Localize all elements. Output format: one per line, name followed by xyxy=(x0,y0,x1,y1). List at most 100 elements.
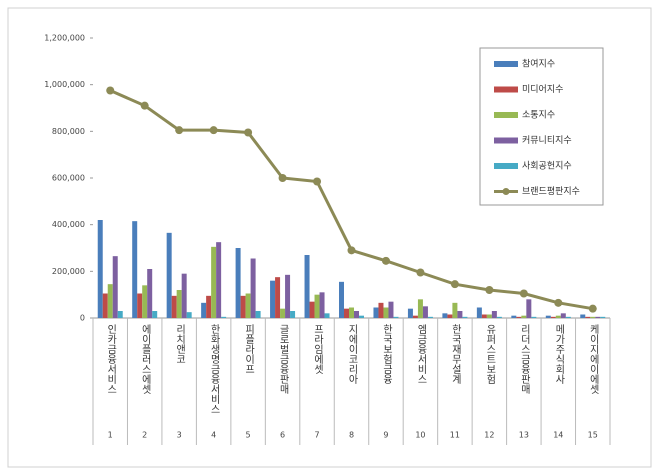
category-index: 4 xyxy=(211,431,216,440)
category-index: 15 xyxy=(588,431,598,440)
x-tick-label: 케이지에이에셋 xyxy=(587,324,599,394)
x-tick-label: 리더스금융판매 xyxy=(518,324,530,395)
bar xyxy=(516,316,522,318)
bar xyxy=(555,315,561,318)
category-index: 2 xyxy=(142,431,147,440)
bar xyxy=(349,307,354,318)
bar xyxy=(560,313,566,318)
bar xyxy=(359,315,364,318)
category-index: 11 xyxy=(450,431,460,440)
bar xyxy=(378,302,384,318)
bar xyxy=(373,307,379,318)
bar xyxy=(427,316,433,318)
bar xyxy=(166,232,172,318)
bar xyxy=(486,314,492,318)
category-index: 3 xyxy=(177,431,182,440)
bar xyxy=(147,269,153,318)
bar xyxy=(580,314,586,318)
bar xyxy=(422,306,428,318)
legend-box xyxy=(479,47,604,206)
bar xyxy=(97,220,103,318)
bar xyxy=(590,316,596,318)
bar xyxy=(339,281,344,318)
bar xyxy=(137,293,143,318)
bar xyxy=(600,316,606,318)
bar xyxy=(526,299,532,318)
legend-swatch xyxy=(494,163,518,169)
bar xyxy=(211,246,217,318)
bar xyxy=(304,255,310,318)
legend-swatch xyxy=(494,61,518,67)
bar xyxy=(595,316,601,318)
bar xyxy=(290,311,296,318)
bar xyxy=(412,315,418,318)
bar xyxy=(152,311,158,318)
bar xyxy=(221,316,227,318)
bar xyxy=(462,316,468,318)
bar xyxy=(275,277,281,318)
bar xyxy=(442,313,448,318)
line-marker xyxy=(588,304,597,313)
x-tick-label: 유퍼스트보험 xyxy=(484,324,496,384)
line-marker xyxy=(554,298,563,307)
bar xyxy=(452,302,458,318)
bar xyxy=(186,312,192,318)
x-tick-label: 피플라이프 xyxy=(243,324,255,374)
legend-label: 브랜드평판지수 xyxy=(522,186,580,197)
bar xyxy=(309,301,315,318)
y-tick-label: 200,000 xyxy=(52,267,85,276)
bar xyxy=(245,293,251,318)
bar xyxy=(285,274,291,318)
line-marker xyxy=(140,101,149,110)
category-index: 8 xyxy=(349,431,354,440)
category-index: 14 xyxy=(553,431,563,440)
bar xyxy=(531,316,537,318)
bar xyxy=(142,285,148,318)
category-index: 9 xyxy=(383,431,388,440)
x-tick-label: 에이플러스에셋 xyxy=(139,324,151,394)
bar xyxy=(550,316,556,318)
bar xyxy=(255,311,261,318)
x-tick-label: 한화생명금융서비스 xyxy=(208,324,220,414)
category-index: 5 xyxy=(246,431,251,440)
bar xyxy=(521,315,527,318)
y-tick-label: 800,000 xyxy=(52,127,85,136)
category-index: 12 xyxy=(484,431,494,440)
bar xyxy=(565,316,571,318)
x-tick-label: 엠금융서비스 xyxy=(415,324,427,384)
y-tick-label: 0 xyxy=(80,314,85,323)
category-index: 13 xyxy=(519,431,529,440)
y-tick-label: 1,000,000 xyxy=(44,80,85,89)
line-marker xyxy=(278,174,287,182)
bar xyxy=(354,311,359,318)
category-index: 7 xyxy=(314,431,319,440)
bar xyxy=(102,293,108,318)
line-marker xyxy=(209,126,218,135)
legend-marker xyxy=(502,188,510,195)
bar xyxy=(388,301,394,318)
legend-label: 참여지수 xyxy=(522,58,555,70)
bar xyxy=(511,315,517,318)
category-index: 6 xyxy=(280,431,285,440)
bar xyxy=(216,242,222,318)
bar xyxy=(324,313,330,318)
bar xyxy=(481,314,487,318)
bar xyxy=(457,311,463,318)
bar xyxy=(270,280,276,318)
category-index: 1 xyxy=(108,431,113,440)
x-tick-label: 글로벌금융판매 xyxy=(277,324,289,395)
bar xyxy=(383,307,389,318)
bar xyxy=(280,308,286,318)
y-tick-label: 1,200,000 xyxy=(44,34,85,43)
bar xyxy=(171,295,177,318)
line-marker xyxy=(416,268,425,277)
bar xyxy=(201,302,207,318)
bar xyxy=(176,290,182,318)
bar xyxy=(206,295,212,318)
line-marker xyxy=(313,177,322,186)
line-marker xyxy=(106,86,115,95)
line-marker xyxy=(347,246,356,255)
legend-swatch xyxy=(494,137,518,144)
bar xyxy=(476,307,482,318)
